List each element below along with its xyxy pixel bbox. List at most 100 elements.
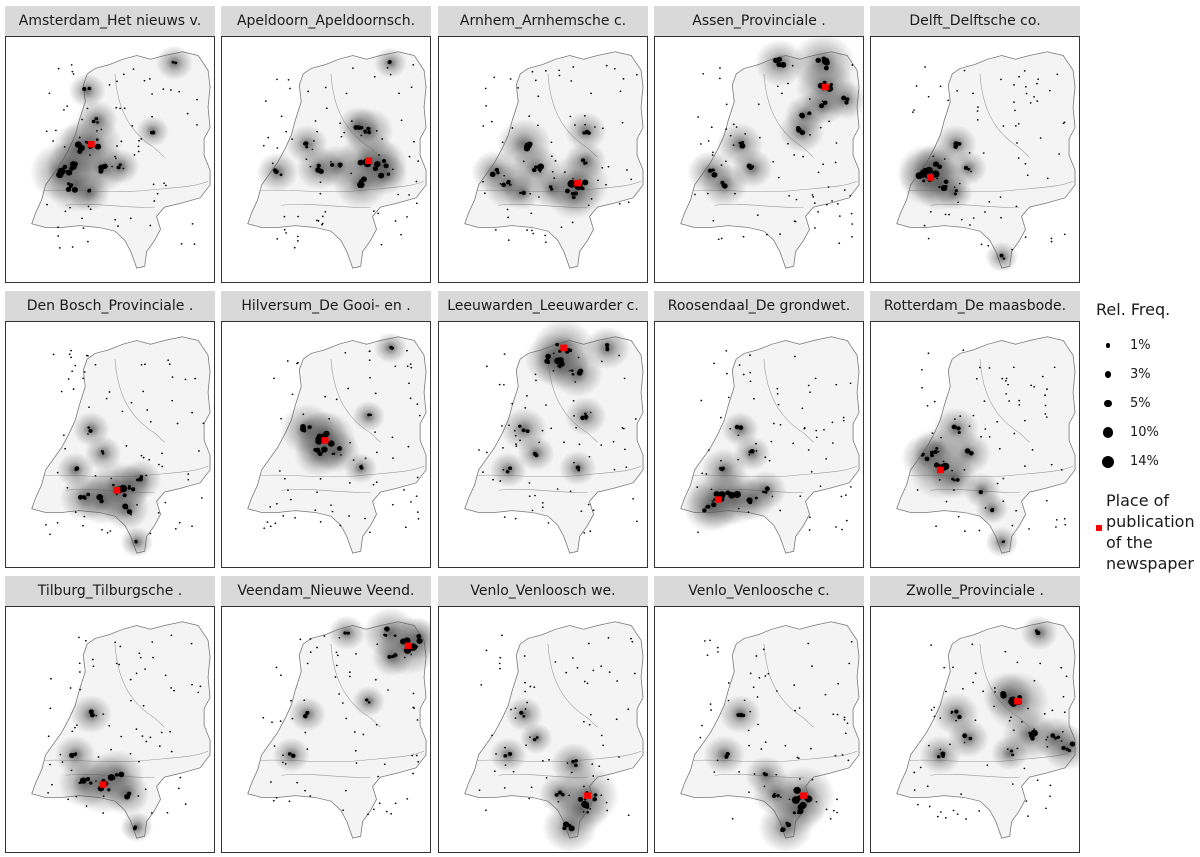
frequency-point: [954, 418, 956, 420]
frequency-point: [788, 195, 791, 197]
frequency-point: [294, 516, 296, 519]
frequency-point: [538, 196, 540, 198]
frequency-point: [367, 413, 371, 417]
frequency-point: [776, 387, 779, 390]
legend-item-label: 5%: [1130, 396, 1151, 411]
frequency-point: [817, 171, 820, 174]
frequency-point: [797, 808, 804, 815]
frequency-point: [928, 805, 931, 808]
frequency-point: [503, 353, 506, 355]
frequency-point: [807, 449, 810, 451]
frequency-point: [367, 130, 372, 135]
frequency-point: [416, 719, 419, 721]
frequency-point: [1064, 523, 1067, 526]
frequency-point: [813, 202, 816, 204]
frequency-point: [49, 763, 51, 766]
frequency-point: [1013, 84, 1015, 86]
frequency-point: [78, 636, 80, 639]
frequency-point: [194, 377, 197, 380]
frequency-point: [962, 349, 965, 352]
frequency-point: [417, 160, 420, 162]
frequency-point: [849, 382, 852, 385]
frequency-point: [939, 748, 942, 751]
frequency-point: [983, 400, 986, 402]
frequency-point: [544, 234, 547, 237]
frequency-point: [499, 667, 501, 670]
frequency-point: [1024, 162, 1027, 165]
frequency-point: [913, 109, 915, 111]
frequency-point: [170, 687, 173, 689]
map-panel: Apeldoorn_Apeldoornsch.: [221, 6, 431, 283]
frequency-point: [1044, 394, 1046, 396]
frequency-point: [529, 685, 532, 688]
frequency-point: [89, 154, 91, 156]
panel-title: Assen_Provinciale .: [654, 6, 864, 36]
frequency-point: [1060, 469, 1063, 471]
frequency-point: [921, 452, 925, 456]
frequency-point: [330, 504, 332, 506]
frequency-point: [137, 145, 140, 148]
frequency-point: [309, 795, 312, 797]
frequency-point: [168, 363, 171, 365]
frequency-point: [764, 741, 767, 743]
frequency-point: [972, 414, 975, 417]
frequency-point: [1049, 795, 1051, 797]
frequency-point: [485, 365, 488, 368]
frequency-point: [282, 754, 284, 757]
frequency-point: [574, 381, 577, 383]
frequency-point: [573, 415, 575, 417]
frequency-point: [385, 810, 388, 813]
frequency-point: [976, 106, 979, 108]
frequency-point: [1005, 377, 1008, 380]
frequency-point: [557, 357, 564, 364]
frequency-point: [1060, 666, 1063, 669]
frequency-point: [791, 796, 800, 804]
frequency-point: [987, 244, 990, 247]
frequency-point: [85, 805, 88, 807]
frequency-point: [844, 494, 847, 496]
legend-item: 14%: [1092, 447, 1200, 476]
frequency-point: [45, 130, 48, 133]
frequency-point: [1023, 70, 1026, 72]
frequency-point: [531, 229, 533, 232]
frequency-point: [600, 444, 603, 446]
frequency-point: [737, 507, 740, 510]
frequency-point: [558, 74, 561, 77]
frequency-point: [964, 530, 966, 532]
frequency-point: [568, 369, 571, 372]
frequency-point: [1039, 662, 1042, 665]
frequency-point: [184, 378, 187, 381]
frequency-point: [355, 653, 357, 655]
map-plot: [654, 321, 864, 568]
frequency-point: [941, 754, 945, 758]
frequency-point: [707, 449, 710, 451]
frequency-point: [87, 86, 92, 91]
frequency-point: [1048, 89, 1051, 92]
frequency-point: [344, 789, 347, 792]
frequency-point: [409, 363, 412, 365]
frequency-point: [311, 148, 314, 151]
map-panel: Amsterdam_Het nieuws v.: [5, 6, 215, 283]
frequency-point: [110, 477, 113, 480]
frequency-point: [521, 190, 526, 196]
frequency-point: [74, 364, 77, 367]
frequency-point: [417, 518, 420, 520]
legend-item: 3%: [1092, 360, 1200, 389]
frequency-point: [625, 466, 628, 468]
frequency-point: [82, 227, 85, 230]
frequency-point: [171, 399, 173, 402]
frequency-point: [1062, 695, 1065, 698]
frequency-point: [177, 787, 180, 790]
frequency-point: [101, 452, 105, 455]
publication-place-marker: [404, 642, 412, 650]
frequency-point: [307, 90, 310, 93]
frequency-point: [952, 809, 955, 812]
map-panel: Venlo_Venloosch we.: [438, 576, 648, 853]
frequency-point: [144, 668, 146, 670]
frequency-point: [956, 89, 959, 92]
frequency-point: [822, 100, 828, 105]
publication-place-marker: [821, 83, 829, 91]
frequency-point: [608, 671, 611, 673]
frequency-point: [406, 349, 408, 352]
frequency-point: [964, 448, 971, 454]
